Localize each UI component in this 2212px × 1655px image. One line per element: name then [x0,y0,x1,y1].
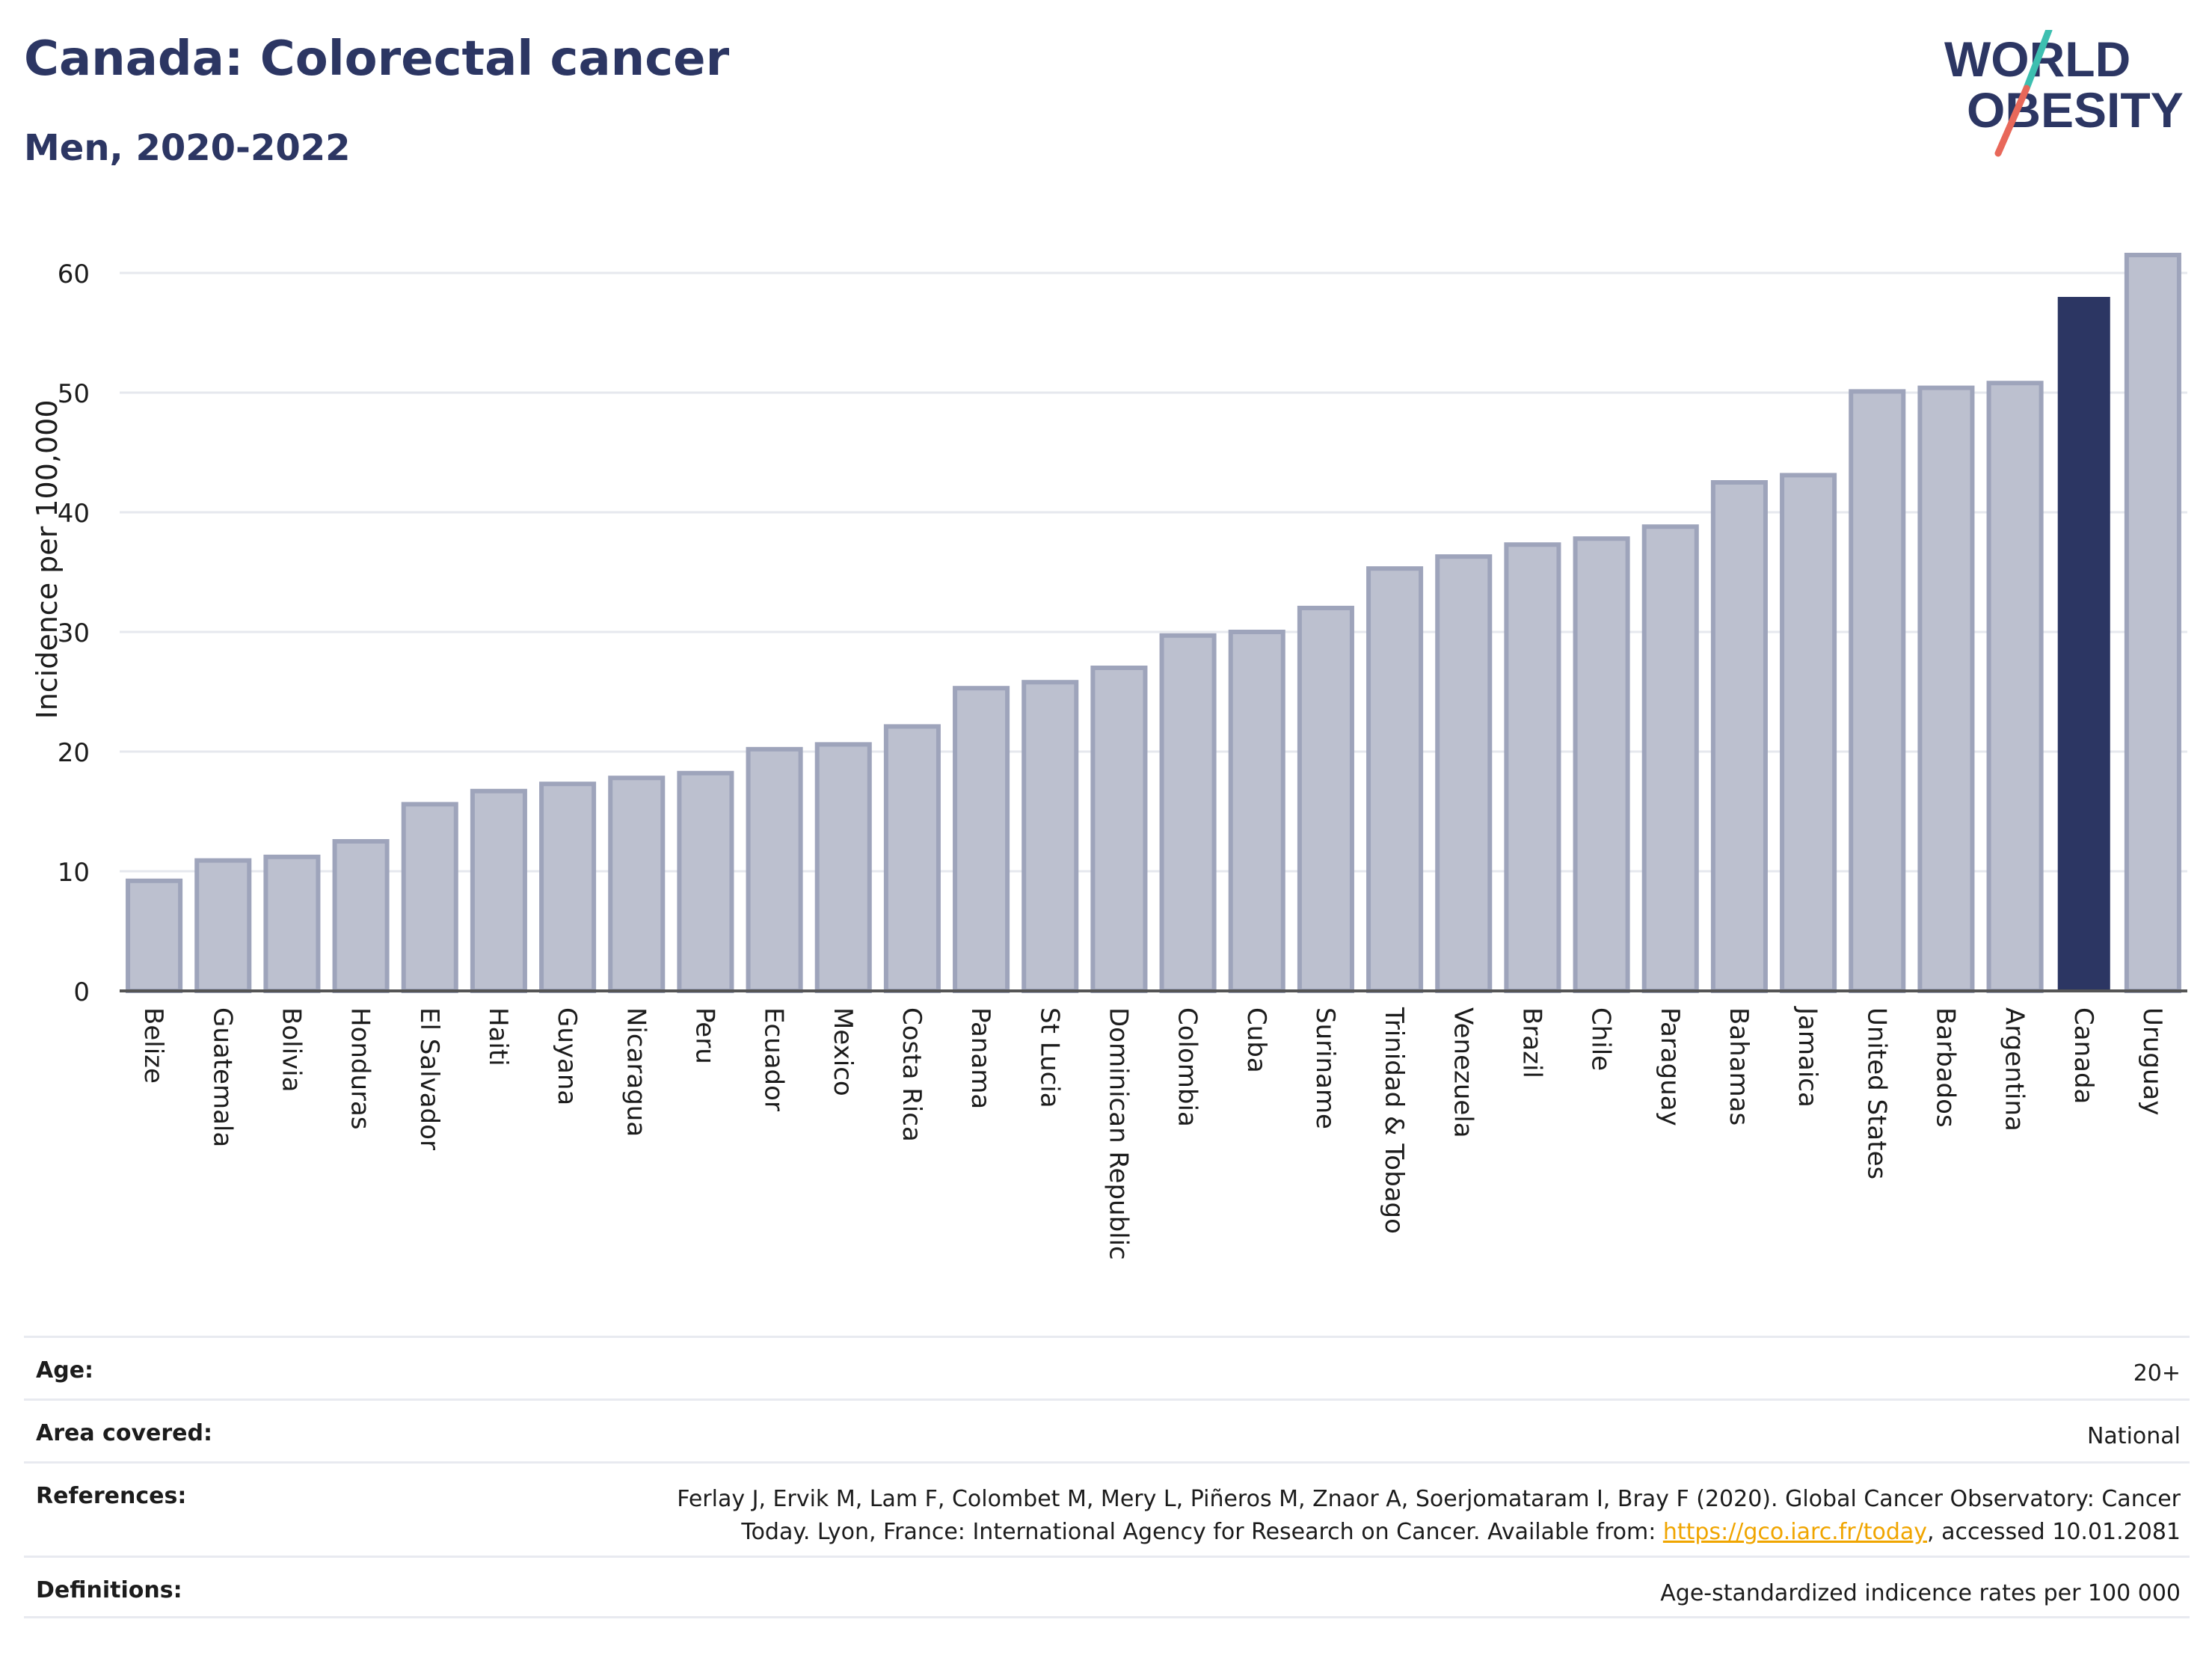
bar-guyana [539,782,597,993]
x-tick-label: Mexico [828,1007,858,1096]
bar-trinidad-tobago [1366,566,1424,993]
references-line2-pre: Today. Lyon, France: International Agenc… [741,1519,1663,1545]
x-tick-label: Ecuador [759,1007,789,1111]
meta-row-age: Age: 20+ [24,1336,2190,1398]
y-tick-label: 10 [58,858,90,888]
bar-nicaragua [608,776,666,993]
grid-lines [120,271,2187,873]
bar-chile [1573,536,1630,993]
age-value: 20+ [2133,1360,2181,1387]
x-tick-label: Belize [138,1007,168,1084]
x-tick-label: Nicaragua [621,1007,651,1137]
bar-st-lucia [1021,680,1079,993]
logo-text-obesity: OBESITY [1967,82,2184,138]
logo-slash-teal [2023,30,2053,92]
bar-el-salvador [401,802,458,994]
definitions-label: Definitions: [36,1577,182,1603]
references-label: References: [36,1483,187,1509]
x-tick-label: Cuba [1241,1007,1271,1073]
bar-ecuador [746,746,803,993]
y-tick-label: 50 [58,379,90,409]
x-tick-label: Trinidad & Tobago [1379,1007,1409,1234]
bar-panama [953,686,1010,993]
references-value: Ferlay J, Ervik M, Lam F, Colombet M, Me… [677,1483,2181,1549]
definitions-value: Age-standardized indicence rates per 100… [1660,1580,2181,1606]
age-label: Age: [36,1357,94,1384]
x-tick-label: Guyana [552,1007,582,1105]
references-link[interactable]: https://gco.iarc.fr/today [1662,1519,1928,1545]
bar-dominican-republic [1090,666,1148,993]
x-tick-label: Brazil [1517,1007,1546,1078]
bar-canada [2057,297,2110,991]
x-tick-label: Honduras [345,1007,375,1130]
x-tick-label: Haiti [483,1007,513,1066]
y-tick-label: 60 [58,260,90,289]
y-tick-label: 0 [73,977,90,1007]
bar-colombia [1159,633,1217,993]
bar-uruguay [2124,253,2181,993]
x-tick-label: Bahamas [1724,1007,1754,1126]
bar-bahamas [1710,480,1768,993]
bar-costa-rica [883,724,941,994]
bar-belize [126,878,183,994]
y-tick-label: 40 [58,499,90,529]
x-tick-label: Argentina [2000,1007,2030,1132]
x-tick-label: Peru [689,1007,719,1064]
bar-jamaica [1780,473,1837,993]
page-title: Canada: Colorectal cancer [24,31,730,87]
bar-bolivia [263,854,321,994]
references-line2-post: , accessed 10.01.2081 [1927,1519,2181,1545]
x-tick-label: Guatemala [207,1007,237,1147]
x-tick-label: St Lucia [1034,1007,1064,1108]
bar-united-states [1849,389,1906,993]
x-tick-label: Paraguay [1655,1007,1685,1126]
meta-row-area: Area covered: National [24,1398,2190,1461]
x-tick-label: Suriname [1310,1007,1340,1129]
bar-chart: 0 10 20 30 40 50 60 Belize Guatemala Bolivia Hondu… [31,253,2187,1260]
references-line1: Ferlay J, Ervik M, Lam F, Colombet M, Me… [677,1486,2181,1512]
bar-haiti [470,788,527,994]
x-tick-label: Chile [1586,1007,1616,1071]
bar-guatemala [194,858,252,993]
logo-slash-red [1994,85,2030,157]
bar-barbados [1917,385,1975,993]
x-tick-label: El Salvador [414,1007,444,1150]
page-subtitle: Men, 2020-2022 [24,127,351,169]
bar-suriname [1297,606,1354,993]
x-tick-label: Colombia [1173,1007,1202,1127]
x-tick-label: Canada [2068,1007,2098,1104]
x-tick-label: Uruguay [2137,1007,2167,1116]
area-value: National [2086,1423,2181,1449]
bar-argentina [1986,381,2044,993]
bar-brazil [1504,542,1561,993]
y-tick-label: 20 [58,738,90,768]
meta-row-references: References: Ferlay J, Ervik M, Lam F, Co… [24,1461,2190,1556]
bar-cuba [1228,630,1285,993]
x-tick-label: Costa Rica [897,1007,927,1142]
x-tick-label: Jamaica [1792,1006,1822,1108]
x-tick-label: Barbados [1930,1007,1960,1128]
metadata-table: Age: 20+ Area covered: National Referenc… [24,1336,2190,1618]
y-axis-label: Incidence per 100,000 [31,399,64,719]
world-obesity-logo: WORLD OBESITY [1944,30,2184,157]
bar-honduras [332,839,390,993]
area-label: Area covered: [36,1420,212,1446]
axes: 0 10 20 30 40 50 60 Belize Guatemala Bolivia Hondu… [58,260,2187,1260]
meta-row-definitions: Definitions: Age-standardized indicence … [24,1556,2190,1618]
x-tick-label: Panama [965,1007,995,1109]
bar-mexico [814,742,872,994]
bar-venezuela [1435,554,1493,993]
x-tick-label: Venezuela [1448,1007,1478,1138]
bar-peru [677,770,734,994]
x-tick-label: United States [1861,1007,1891,1179]
y-tick-label: 30 [58,618,90,648]
x-tick-label: Bolivia [276,1007,306,1092]
x-tick-label: Dominican Republic [1103,1007,1133,1260]
bars [126,253,2181,994]
bar-paraguay [1641,524,1699,993]
